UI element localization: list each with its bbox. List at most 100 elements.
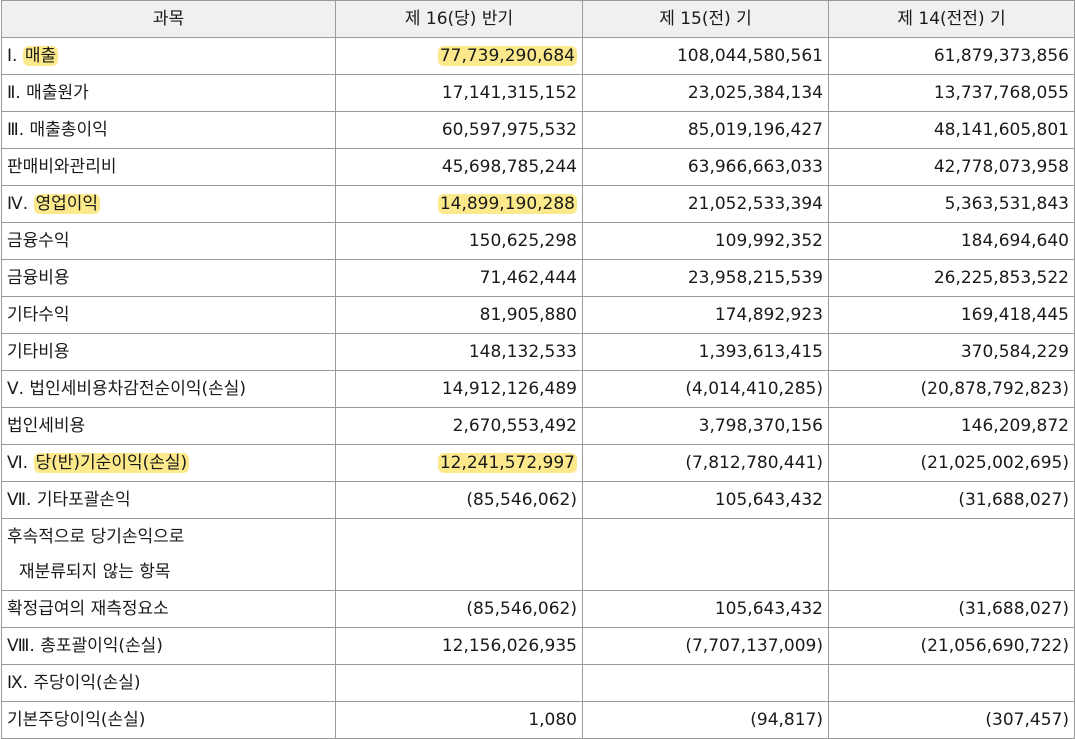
value-cell-period-14: 42,778,073,958 (828, 148, 1075, 186)
account-name-cell: Ⅵ. 당(반)기순이익(손실) (1, 444, 336, 482)
amount: 3,798,370,156 (698, 416, 823, 436)
value-cell-period-15 (582, 664, 829, 702)
account-name-cell: 확정급여의 재측정요소 (1, 590, 336, 628)
account-name-cell: Ⅳ. 영업이익 (1, 185, 336, 223)
amount: 21,052,533,394 (687, 194, 823, 214)
account-name-cell: 기본주당이익(손실) (1, 701, 336, 739)
value-cell-period-15: (7,812,780,441) (582, 444, 829, 482)
account-name: 금융수익 (7, 231, 70, 251)
value-cell-period-16 (335, 518, 583, 591)
amount: 148,132,533 (468, 342, 577, 362)
amount: (21,056,690,722) (920, 636, 1069, 656)
amount: 108,044,580,561 (676, 46, 823, 66)
account-name-line2: 재분류되지 않는 항목 (19, 561, 171, 582)
account-name: 기타수익 (7, 305, 70, 325)
value-cell-period-14: 169,418,445 (828, 296, 1075, 334)
header-period-14: 제 14(전전) 기 (828, 0, 1075, 38)
amount: 109,992,352 (714, 231, 823, 251)
account-name-cell: Ⅴ. 법인세비용차감전순이익(손실) (1, 370, 336, 408)
value-cell-period-14: 184,694,640 (828, 222, 1075, 260)
amount: 370,584,229 (960, 342, 1069, 362)
table-row: 법인세비용 2,670,553,492 3,798,370,156 146,209,8… (1, 407, 1075, 445)
table-row: 금융수익 150,625,298 109,992,352 184,694,640 (1, 222, 1075, 260)
amount: 174,892,923 (714, 305, 823, 325)
value-cell-period-15 (582, 518, 829, 591)
amount: (4,014,410,285) (685, 379, 823, 399)
value-cell-period-14: 5,363,531,843 (828, 185, 1075, 223)
value-cell-period-14 (828, 664, 1075, 702)
value-cell-period-15: 174,892,923 (582, 296, 829, 334)
value-cell-period-14: (21,056,690,722) (828, 627, 1075, 665)
table-row: 확정급여의 재측정요소 (85,546,062) 105,643,432 (31,68… (1, 590, 1075, 628)
account-name: 매출 (22, 46, 59, 66)
amount: 150,625,298 (468, 231, 577, 251)
amount: 23,025,384,134 (687, 83, 823, 103)
amount: 146,209,872 (960, 416, 1069, 436)
account-name-cell: 기타비용 (1, 333, 336, 371)
amount: (94,817) (750, 710, 823, 730)
table-row: 기타수익 81,905,880 174,892,923 169,418,445 (1, 296, 1075, 334)
value-cell-period-15: 21,052,533,394 (582, 185, 829, 223)
amount: (31,688,027) (958, 490, 1069, 510)
value-cell-period-15: 3,798,370,156 (582, 407, 829, 445)
table-row: 기타비용 148,132,533 1,393,613,415 370,584,229 (1, 333, 1075, 371)
amount: (20,878,792,823) (920, 379, 1069, 399)
value-cell-period-14: 13,737,768,055 (828, 74, 1075, 112)
account-name: Ⅲ. 매출총이익 (7, 120, 108, 140)
amount: 61,879,373,856 (933, 46, 1069, 66)
account-prefix: Ⅵ. (7, 453, 34, 473)
value-cell-period-16: 71,462,444 (335, 259, 583, 297)
value-cell-period-14: (307,457) (828, 701, 1075, 739)
amount: (7,812,780,441) (685, 453, 823, 473)
account-name-cell: Ⅲ. 매출총이익 (1, 111, 336, 149)
account-name-cell: 기타수익 (1, 296, 336, 334)
header-period-16: 제 16(당) 반기 (335, 0, 583, 38)
table-row: Ⅶ. 기타포괄손익 (85,546,062) 105,643,432 (31,688,… (1, 481, 1075, 519)
amount: 184,694,640 (960, 231, 1069, 251)
account-prefix: Ⅳ. (7, 194, 34, 214)
amount: (31,688,027) (958, 599, 1069, 619)
value-cell-period-16: 45,698,785,244 (335, 148, 583, 186)
amount: (307,457) (985, 710, 1069, 730)
account-name-cell: 금융비용 (1, 259, 336, 297)
value-cell-period-15: (94,817) (582, 701, 829, 739)
value-cell-period-16: 17,141,315,152 (335, 74, 583, 112)
amount: (85,546,062) (466, 490, 577, 510)
table-row: 기본주당이익(손실) 1,080 (94,817) (307,457) (1, 701, 1075, 739)
table-row: Ⅰ. 매출 77,739,290,684 108,044,580,561 61,879… (1, 37, 1075, 75)
account-name-cell: Ⅷ. 총포괄이익(손실) (1, 627, 336, 665)
account-name-line1: 후속적으로 당기손익으로 (7, 526, 185, 547)
value-cell-period-15: 109,992,352 (582, 222, 829, 260)
value-cell-period-15: (4,014,410,285) (582, 370, 829, 408)
value-cell-period-16: 1,080 (335, 701, 583, 739)
header-row: 과목 제 16(당) 반기 제 15(전) 기 제 14(전전) 기 (1, 0, 1075, 38)
amount: 77,739,290,684 (437, 46, 577, 66)
account-name: 기타비용 (7, 342, 70, 362)
value-cell-period-14: (31,688,027) (828, 590, 1075, 628)
value-cell-period-16: 148,132,533 (335, 333, 583, 371)
account-name: Ⅴ. 법인세비용차감전순이익(손실) (7, 379, 247, 399)
value-cell-period-15: 105,643,432 (582, 590, 829, 628)
account-name-cell: Ⅶ. 기타포괄손익 (1, 481, 336, 519)
account-name: Ⅷ. 총포괄이익(손실) (7, 636, 163, 656)
amount: 14,912,126,489 (441, 379, 577, 399)
value-cell-period-14: (20,878,792,823) (828, 370, 1075, 408)
table-row: 판매비와관리비 45,698,785,244 63,966,663,033 42,77… (1, 148, 1075, 186)
account-prefix: Ⅰ. (7, 46, 23, 66)
value-cell-period-16: 14,899,190,288 (335, 185, 583, 223)
value-cell-period-14: 370,584,229 (828, 333, 1075, 371)
value-cell-period-15: 23,958,215,539 (582, 259, 829, 297)
value-cell-period-16: 60,597,975,532 (335, 111, 583, 149)
value-cell-period-16: 12,156,026,935 (335, 627, 583, 665)
account-name: 영업이익 (33, 194, 101, 214)
account-name: 당(반)기순이익(손실) (33, 453, 190, 473)
account-name: Ⅸ. 주당이익(손실) (7, 673, 141, 693)
value-cell-period-14: 26,225,853,522 (828, 259, 1075, 297)
amount: 1,080 (528, 710, 577, 730)
account-name: Ⅱ. 매출원가 (7, 83, 89, 103)
amount: 26,225,853,522 (933, 268, 1069, 288)
amount: 23,958,215,539 (687, 268, 823, 288)
account-name-cell: 법인세비용 (1, 407, 336, 445)
